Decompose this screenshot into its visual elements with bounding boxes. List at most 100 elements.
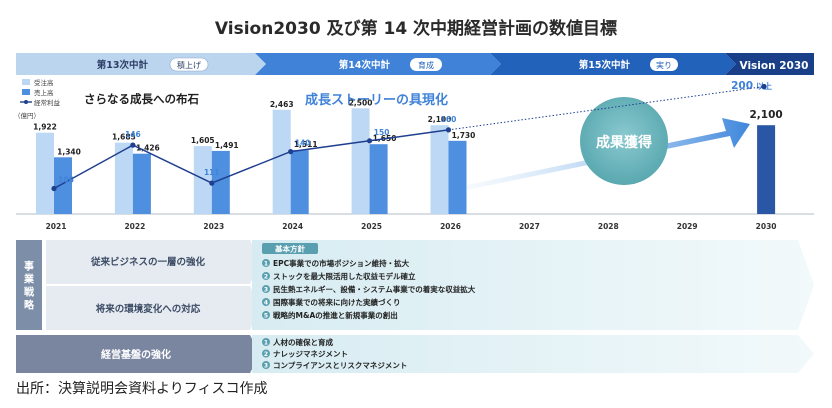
bar-sales-label: 2,100: [749, 109, 782, 121]
bar-sales: [448, 140, 467, 214]
x-tick-label: 2026: [440, 222, 461, 231]
phase-13-badge-box: [169, 57, 209, 72]
legend-profit-label: 経常利益: [34, 98, 61, 107]
unit-label: （億円）: [14, 111, 40, 120]
item-text: EPC事業での市場ポジション維持・拡大: [273, 258, 410, 268]
bar-orders-label: 1,605: [191, 136, 215, 145]
x-tick-label: 2022: [124, 222, 145, 231]
policy-title-box: [262, 243, 318, 254]
bar-sales: [369, 144, 388, 214]
base-label: 経営基盤の強化: [101, 348, 171, 361]
phase-13-name: 第13次中計: [97, 59, 149, 71]
item-number-badge: [262, 311, 270, 319]
item-number-badge: [262, 285, 270, 293]
bar-sales: [211, 150, 230, 214]
bar-orders-label: 1,922: [33, 123, 57, 132]
profit-point: [288, 149, 294, 155]
profit-label: 106: [58, 176, 74, 185]
growth-circle-label: 成果獲得: [596, 134, 652, 151]
bar-orders: [351, 108, 370, 215]
profit-label: 140: [295, 139, 311, 148]
profit-label: 150: [374, 128, 390, 137]
profit-label: 160: [441, 115, 457, 124]
phase-14-badge-box: [410, 58, 442, 71]
x-tick-label: 2027: [519, 222, 540, 231]
item-number: 5: [264, 313, 268, 320]
profit-point: [130, 142, 136, 148]
item-number-badge: [262, 272, 270, 280]
profit-point: [209, 180, 215, 186]
legend: 受注高 売上高 経常利益 （億円）: [14, 78, 61, 120]
bar-sales: [54, 157, 72, 214]
policy-title: 基本方針: [274, 244, 305, 254]
bar-sales-label: 1,426: [136, 144, 160, 153]
phase-15-badge-box: [650, 58, 678, 71]
x-tick-label: 2029: [677, 222, 698, 231]
item-number: 2: [264, 274, 268, 281]
bar-orders: [193, 146, 212, 214]
growth-circle: [580, 97, 668, 185]
profit-target-line: [448, 86, 765, 131]
item-text: 国際事業での将来に向けた実績づくり: [273, 297, 401, 307]
bar-orders-label: 2,500: [349, 98, 373, 107]
strategy-side-panel: [16, 240, 42, 330]
x-tick-label: 2030: [756, 222, 777, 231]
phase-vision-name: Vision 2030: [740, 60, 809, 72]
bar-orders: [36, 132, 54, 214]
item-number: 2: [264, 351, 268, 358]
x-tick-label: 2024: [282, 222, 303, 231]
bar-sales: [757, 125, 776, 214]
item-text: 民生熱エネルギー、設備・システム事業での着実な収益拡大: [273, 284, 476, 294]
phase-15-badge: 実り: [656, 60, 672, 70]
x-tick-label: 2028: [598, 222, 619, 231]
bar-orders: [114, 142, 133, 214]
bar-sales-label: 1,511: [294, 140, 318, 149]
strategy-section: 事業戦略 従来ビジネスの一層の強化 将来の環境変化への対応 基本方針 1 EPC事…: [16, 240, 814, 330]
page-title: Vision2030 及び第 14 次中期経営計画の数値目標: [214, 19, 618, 39]
item-text: 戦略的M&Aの推進と新規事業の創出: [273, 310, 398, 320]
bar-orders: [430, 125, 449, 214]
x-tick-label: 2021: [46, 222, 67, 231]
phase-vision-band: [725, 53, 814, 75]
x-tick-label: 2023: [203, 222, 224, 231]
item-number: 1: [264, 261, 268, 268]
strategy-row-2-arrow: [46, 286, 260, 330]
growth-arrow: [462, 118, 750, 190]
profit-label: 146: [125, 130, 141, 139]
bar-sales-label: 1,340: [57, 147, 81, 156]
item-number: 1: [264, 340, 268, 347]
base-label-arrow: [16, 335, 260, 373]
profit-line: [53, 129, 449, 190]
profit-point: [761, 83, 767, 90]
item-text: ナレッジマネジメント: [273, 350, 348, 359]
phase-14-badge: 育成: [418, 60, 434, 70]
source-note: 出所：決算説明会資料よりフィスコ作成: [16, 381, 268, 397]
strategy-row-1-arrow: [46, 240, 260, 284]
bar-orders-label: 2,100: [428, 115, 452, 124]
legend-profit-marker: [24, 100, 28, 104]
bar-sales: [290, 150, 309, 214]
headline-left: さらなる成長への布石: [84, 92, 199, 106]
phase-13-badge: 積上げ: [177, 60, 201, 70]
item-number-badge: [262, 338, 270, 346]
headline-mid: 成長ストーリーの具現化: [305, 92, 448, 108]
target-profit-label: 200: [731, 80, 753, 92]
legend-orders-swatch: [22, 79, 30, 85]
strategy-row-1-label: 従来ビジネスの一層の強化: [90, 256, 206, 268]
policy-items: 1 EPC事業での市場ポジション維持・拡大 2 ストックを最大限活用した収益モデル確立…: [262, 258, 476, 320]
bar-sales-label: 1,491: [215, 141, 239, 150]
bar-sales: [132, 153, 151, 214]
legend-sales-label: 売上高: [34, 88, 54, 97]
x-tick-label: 2025: [361, 222, 382, 231]
item-text: コンプライアンスとリスクマネジメント: [273, 360, 407, 370]
item-number: 3: [264, 287, 268, 294]
item-number: 4: [264, 300, 268, 307]
profit-label: 111: [204, 168, 220, 177]
bar-sales-label: 1,730: [452, 131, 476, 140]
item-number: 3: [264, 363, 268, 370]
legend-orders-label: 受注高: [34, 78, 54, 87]
bar-orders-label: 2,463: [270, 100, 294, 109]
phase-14-name: 第14次中計: [339, 59, 391, 71]
